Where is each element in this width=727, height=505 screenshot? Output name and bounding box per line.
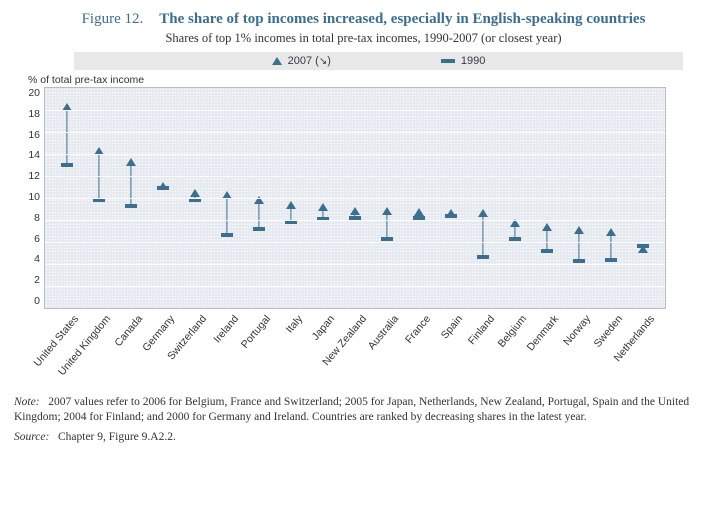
triangle-icon [272, 57, 282, 65]
source: Source: Chapter 9, Figure 9.A2.2. [14, 430, 713, 445]
note-label: Note: [14, 396, 40, 408]
gridline [45, 176, 665, 177]
gridline [45, 198, 665, 199]
y-tick: 6 [34, 233, 40, 245]
y-tick: 14 [28, 149, 40, 161]
y-axis-labels: 20181614121086420 [14, 87, 44, 307]
marker-2007 [318, 203, 328, 211]
figure-heading: Figure 12. The share of top incomes incr… [14, 10, 713, 28]
y-tick: 16 [28, 129, 40, 141]
marker-1990 [125, 204, 137, 208]
marker-2007 [542, 223, 552, 231]
marker-1990 [477, 255, 489, 259]
marker-2007 [382, 207, 392, 215]
gridline [45, 242, 665, 243]
connector-line [578, 230, 579, 261]
marker-2007 [126, 158, 136, 166]
marker-2007 [286, 201, 296, 209]
legend-item-1990: 1990 [441, 55, 485, 67]
gridline [45, 286, 665, 287]
marker-1990 [221, 233, 233, 237]
plot-area [44, 87, 666, 309]
source-label: Source: [14, 431, 49, 443]
marker-1990 [61, 163, 73, 167]
marker-2007 [574, 226, 584, 234]
figure-subtitle: Shares of top 1% incomes in total pre-ta… [14, 31, 713, 46]
connector-line [226, 195, 227, 236]
marker-2007 [606, 228, 616, 236]
marker-2007 [478, 209, 488, 217]
arrow-icon: ↘ [319, 56, 327, 67]
marker-2007 [350, 207, 360, 215]
chart: 20181614121086420 [14, 87, 713, 309]
marker-1990 [541, 249, 553, 253]
legend-2007-label: 2007 ( [288, 55, 319, 67]
marker-1990 [253, 227, 265, 231]
marker-1990 [157, 186, 169, 190]
connector-line [386, 211, 387, 239]
legend-item-2007: 2007 (↘) [272, 55, 331, 67]
y-tick: 18 [28, 108, 40, 120]
figure-title: The share of top incomes increased, espe… [159, 11, 645, 27]
gridline [45, 154, 665, 155]
marker-2007 [190, 189, 200, 197]
marker-1990 [509, 237, 521, 241]
y-tick: 10 [28, 191, 40, 203]
legend: 2007 (↘) 1990 [74, 52, 683, 70]
y-tick: 4 [34, 253, 40, 265]
bar-icon [441, 59, 455, 63]
connector-line [610, 232, 611, 260]
connector-line [130, 162, 131, 206]
gridline [45, 110, 665, 111]
connector-line [66, 107, 67, 165]
y-axis-title: % of total pre-tax income [28, 74, 713, 86]
legend-1990-label: 1990 [461, 55, 485, 67]
y-tick: 12 [28, 170, 40, 182]
gridline [45, 264, 665, 265]
gridline [45, 220, 665, 221]
y-tick: 8 [34, 212, 40, 224]
marker-1990 [445, 214, 457, 218]
gridline [45, 132, 665, 133]
source-text: Chapter 9, Figure 9.A2.2. [58, 431, 176, 443]
figure-label: Figure 12. [82, 11, 144, 27]
marker-1990 [573, 259, 585, 263]
marker-1990 [381, 237, 393, 241]
note-text: 2007 values refer to 2006 for Belgium, F… [14, 396, 689, 423]
y-tick: 0 [34, 295, 40, 307]
x-axis-labels: United StatesUnited KingdomCanadaGermany… [44, 309, 664, 389]
y-tick: 2 [34, 274, 40, 286]
marker-1990 [637, 244, 649, 248]
marker-1990 [605, 258, 617, 262]
connector-line [258, 200, 259, 229]
y-tick: 20 [28, 87, 40, 99]
note: Note: 2007 values refer to 2006 for Belg… [14, 395, 713, 424]
